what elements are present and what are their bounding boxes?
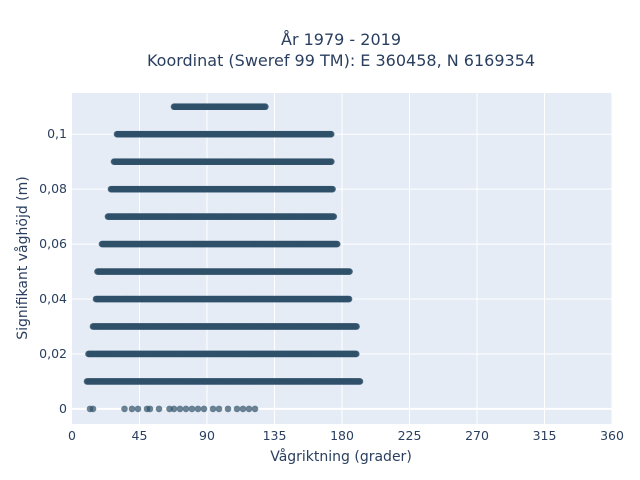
x-tick-label: 180: [330, 428, 354, 443]
x-tick-label: 90: [199, 428, 215, 443]
data-point: [194, 405, 202, 413]
data-point: [188, 405, 196, 413]
data-point: [251, 405, 259, 413]
x-tick-label: 45: [132, 428, 148, 443]
data-point: [209, 405, 217, 413]
y-tick-label: 0,04: [39, 291, 67, 306]
chart-title: År 1979 - 2019: [281, 30, 401, 49]
data-point: [155, 405, 163, 413]
data-point: [328, 158, 335, 165]
data-point: [245, 405, 253, 413]
x-axis-label: Vågriktning (grader): [270, 448, 412, 465]
data-point: [329, 185, 336, 193]
y-tick-label: 0,08: [39, 181, 67, 196]
x-tick-label: 315: [533, 428, 557, 443]
data-point: [346, 268, 353, 275]
data-point: [170, 405, 178, 413]
data-point: [262, 103, 269, 111]
y-tick-label: 0,06: [39, 236, 67, 251]
data-point: [146, 405, 154, 413]
x-tick-label: 270: [465, 428, 489, 443]
data-point: [224, 405, 232, 413]
x-axis-ticks: 0 45 90 135 180 225 270 315 360: [68, 428, 624, 443]
data-point: [121, 405, 128, 413]
data-point: [200, 405, 208, 413]
x-tick-label: 0: [68, 428, 76, 443]
data-point: [134, 405, 142, 413]
data-point: [345, 295, 353, 303]
data-point: [330, 213, 338, 220]
data-point: [352, 350, 360, 358]
y-axis-label: Signifikant våghöjd (m): [14, 176, 31, 339]
data-point: [89, 405, 97, 413]
y-axis-ticks: 0 0,02 0,04 0,06 0,08 0,1: [39, 126, 67, 416]
chart-subtitle: Koordinat (Sweref 99 TM): E 360458, N 61…: [147, 51, 535, 70]
x-tick-label: 135: [263, 428, 287, 443]
data-point: [176, 405, 184, 413]
x-tick-label: 360: [600, 428, 624, 443]
data-point: [239, 405, 247, 413]
data-point: [128, 405, 136, 413]
x-tick-label: 225: [398, 428, 422, 443]
y-tick-label: 0,02: [39, 346, 67, 361]
data-point: [356, 378, 364, 385]
data-point: [353, 323, 360, 330]
data-point: [327, 130, 335, 138]
data-point: [215, 405, 223, 413]
data-point: [233, 405, 241, 413]
y-tick-label: 0,1: [47, 126, 67, 141]
data-points: [83, 103, 364, 413]
data-point: [333, 240, 341, 248]
y-tick-label: 0: [59, 401, 67, 416]
data-point: [182, 405, 190, 413]
